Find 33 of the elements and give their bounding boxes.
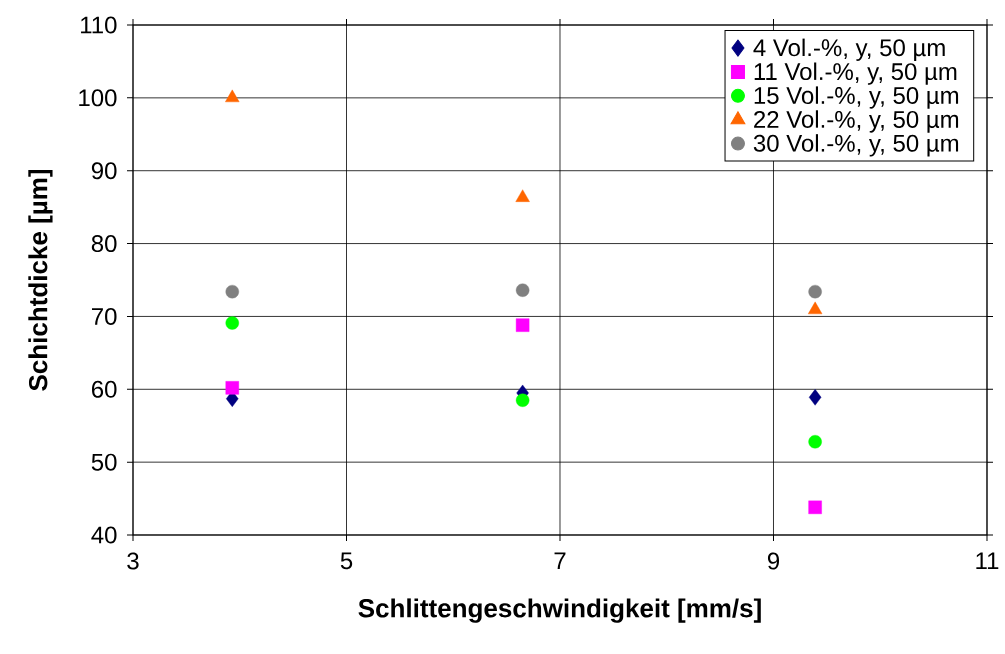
point xyxy=(225,316,239,330)
point xyxy=(515,318,530,332)
legend-label: 30 Vol.-%, y, 50 µm xyxy=(753,134,959,157)
point xyxy=(225,284,239,299)
point xyxy=(515,393,530,407)
x-tick-label: 7 xyxy=(554,552,566,570)
legend-label: 11 Vol.-%, y, 50 µm xyxy=(754,62,957,85)
point xyxy=(808,284,822,299)
x-tick-label: 5 xyxy=(340,552,353,570)
y-axis-title: Schichtdicke [µm] xyxy=(28,169,53,391)
point xyxy=(515,283,530,297)
x-axis-title: Schlittengeschwindigkeit [mm/s] xyxy=(358,598,761,623)
legend-label: 15 Vol.-%, y, 50 µm xyxy=(754,86,959,109)
x-tick-label: 9 xyxy=(767,552,780,570)
point xyxy=(225,89,240,103)
point xyxy=(808,500,822,515)
legend-label: 4 Vol.-%, y, 50 µm xyxy=(753,38,945,61)
point xyxy=(808,389,822,406)
y-tick-label: 50 xyxy=(91,453,117,471)
y-tick-label: 100 xyxy=(79,89,117,107)
point xyxy=(808,301,823,315)
legend-label: 22 Vol.-%, y, 50 µm xyxy=(754,110,959,133)
point xyxy=(225,381,239,395)
point xyxy=(808,435,822,449)
y-tick-label: 90 xyxy=(91,162,117,180)
x-tick-label: 3 xyxy=(127,552,139,570)
y-tick-label: 110 xyxy=(81,16,117,34)
y-tick-label: 70 xyxy=(91,307,117,325)
x-tick-label: 11 xyxy=(976,552,999,570)
y-tick-label: 60 xyxy=(91,380,117,398)
y-tick-label: 80 xyxy=(91,235,117,253)
y-tick-label: 40 xyxy=(91,526,117,544)
point xyxy=(515,189,530,202)
